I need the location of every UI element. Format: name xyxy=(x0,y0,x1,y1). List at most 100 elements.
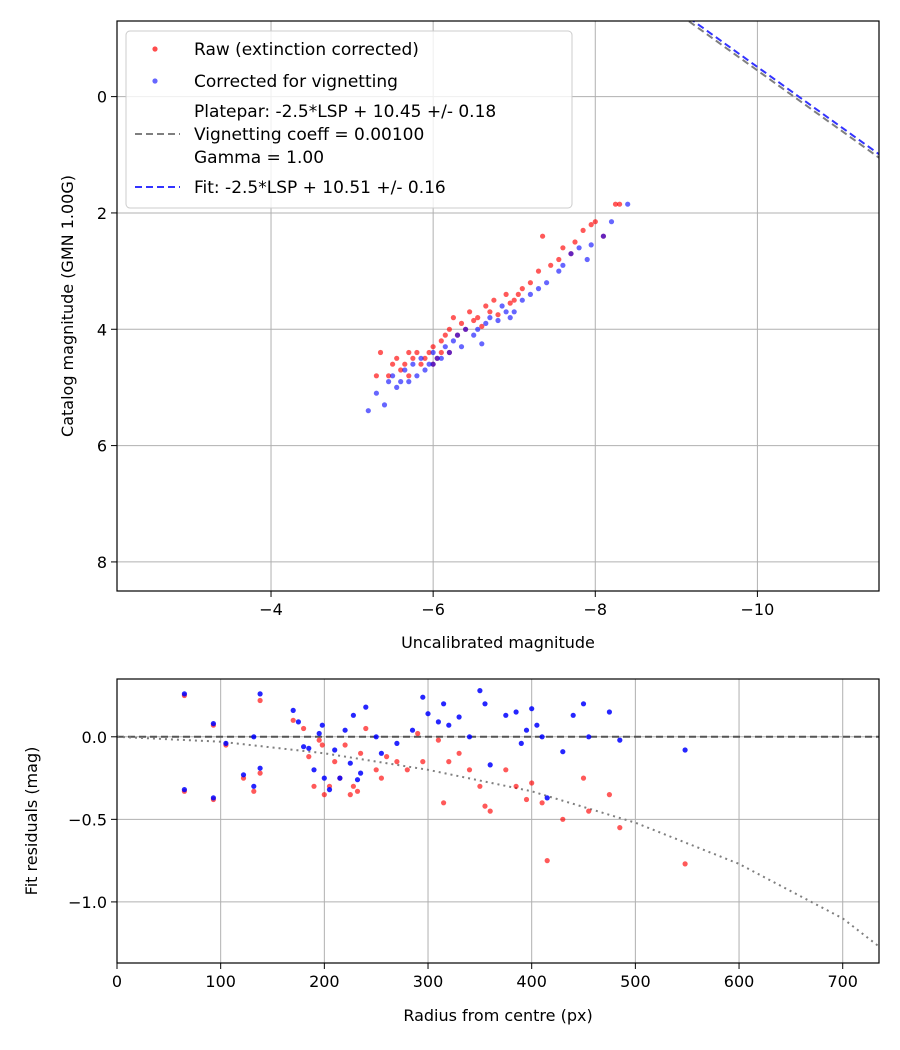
fit-line xyxy=(691,21,879,156)
bottom-reference-lines xyxy=(117,735,879,948)
corrected-data-point xyxy=(332,747,338,753)
corrected-data-point xyxy=(446,349,452,356)
corrected-data-point xyxy=(418,355,424,361)
corrected-data-point xyxy=(422,367,428,373)
corrected-data-point xyxy=(402,367,408,373)
raw-data-point xyxy=(438,338,444,344)
corrected-data-point xyxy=(386,379,392,385)
raw-data-point xyxy=(435,737,441,743)
raw-data-point xyxy=(477,783,483,789)
legend-raw-label: Raw (extinction corrected) xyxy=(194,40,419,60)
raw-data-point xyxy=(402,361,408,367)
raw-data-point xyxy=(523,796,530,803)
y-tick-label: 4 xyxy=(97,320,107,339)
corrected-data-point xyxy=(435,719,441,725)
raw-data-point xyxy=(450,315,456,321)
corrected-data-point xyxy=(588,242,594,248)
x-tick-label: 600 xyxy=(724,972,755,991)
corrected-data-point xyxy=(354,777,361,783)
raw-data-point xyxy=(548,262,554,268)
raw-data-point xyxy=(482,803,488,809)
corrected-data-point xyxy=(181,691,187,697)
corrected-data-point xyxy=(210,721,216,727)
raw-data-point xyxy=(406,373,412,379)
corrected-data-point xyxy=(446,722,452,728)
bottom-plot-frame xyxy=(116,678,880,964)
raw-data-point xyxy=(415,730,421,737)
corrected-data-point xyxy=(409,727,416,733)
raw-data-point xyxy=(491,297,497,303)
legend-box xyxy=(125,30,573,209)
raw-data-point xyxy=(358,750,364,756)
corrected-data-point xyxy=(347,760,353,766)
legend-platepar-label: Platepar: -2.5*LSP + 10.45 +/- 0.18 xyxy=(194,102,496,122)
corrected-data-point xyxy=(319,722,325,728)
raw-data-point xyxy=(257,697,263,704)
raw-data-point xyxy=(430,344,436,350)
raw-data-point xyxy=(588,222,594,228)
raw-data-point xyxy=(479,323,485,329)
corrected-data-point xyxy=(240,772,247,778)
raw-data-point xyxy=(251,788,257,794)
legend: Raw (extinction corrected) Corrected for… xyxy=(125,30,573,209)
raw-data-point xyxy=(560,816,566,822)
corrected-data-point xyxy=(223,740,229,747)
top-scatter-points xyxy=(365,201,631,414)
raw-data-point xyxy=(354,788,361,794)
corrected-data-point xyxy=(576,245,582,251)
corrected-data-point xyxy=(466,734,473,740)
raw-data-point xyxy=(377,349,384,356)
raw-data-point xyxy=(495,312,501,318)
corrected-data-point xyxy=(390,373,396,379)
corrected-data-point xyxy=(426,361,432,367)
top-fit-lines xyxy=(686,21,879,159)
raw-data-point xyxy=(321,792,327,798)
raw-data-point xyxy=(617,201,623,207)
corrected-data-point xyxy=(321,775,327,781)
top-plot-frame xyxy=(116,20,880,592)
corrected-data-point xyxy=(438,355,444,361)
raw-data-point xyxy=(617,825,623,831)
bottom-grid xyxy=(116,679,879,963)
corrected-data-point xyxy=(503,309,509,315)
raw-data-point xyxy=(394,759,400,765)
raw-data-point xyxy=(580,775,587,781)
x-tick-label: 500 xyxy=(620,972,651,991)
raw-data-point xyxy=(483,303,489,309)
corrected-data-point xyxy=(295,719,301,725)
corrected-data-point xyxy=(251,783,257,789)
corrected-data-point xyxy=(430,361,436,367)
corrected-data-point xyxy=(394,740,400,747)
platepar-line xyxy=(686,21,879,159)
corrected-data-point xyxy=(529,706,535,712)
corrected-data-point xyxy=(306,745,312,751)
corrected-data-point xyxy=(682,747,688,753)
corrected-data-point xyxy=(475,326,481,332)
raw-data-point xyxy=(535,268,542,274)
raw-data-point xyxy=(332,759,338,765)
raw-data-point xyxy=(404,767,410,773)
y-tick-label: 0 xyxy=(97,88,107,107)
corrected-data-point xyxy=(580,701,587,707)
raw-data-point xyxy=(592,219,598,225)
corrected-data-point xyxy=(358,770,364,776)
raw-data-point xyxy=(306,754,312,760)
corrected-data-point xyxy=(378,750,384,756)
raw-data-point xyxy=(441,800,447,806)
corrected-data-point xyxy=(600,233,607,239)
corrected-data-point xyxy=(503,712,509,718)
corrected-data-point xyxy=(350,712,356,718)
corrected-data-point xyxy=(414,373,420,379)
raw-data-point xyxy=(527,280,534,286)
corrected-data-point xyxy=(617,737,623,743)
raw-data-point xyxy=(572,239,578,245)
x-tick-label: −4 xyxy=(259,600,283,619)
corrected-data-point xyxy=(560,749,566,755)
photometry-fit-plot: −4 −6 −8 −10 0 2 4 6 8 Uncalibrated magnitude Ca… xyxy=(58,20,880,652)
corrected-data-point xyxy=(425,711,431,717)
corrected-data-point xyxy=(499,303,505,309)
raw-data-point xyxy=(487,808,493,814)
corrected-data-point xyxy=(535,286,542,292)
corrected-data-point xyxy=(556,268,562,274)
